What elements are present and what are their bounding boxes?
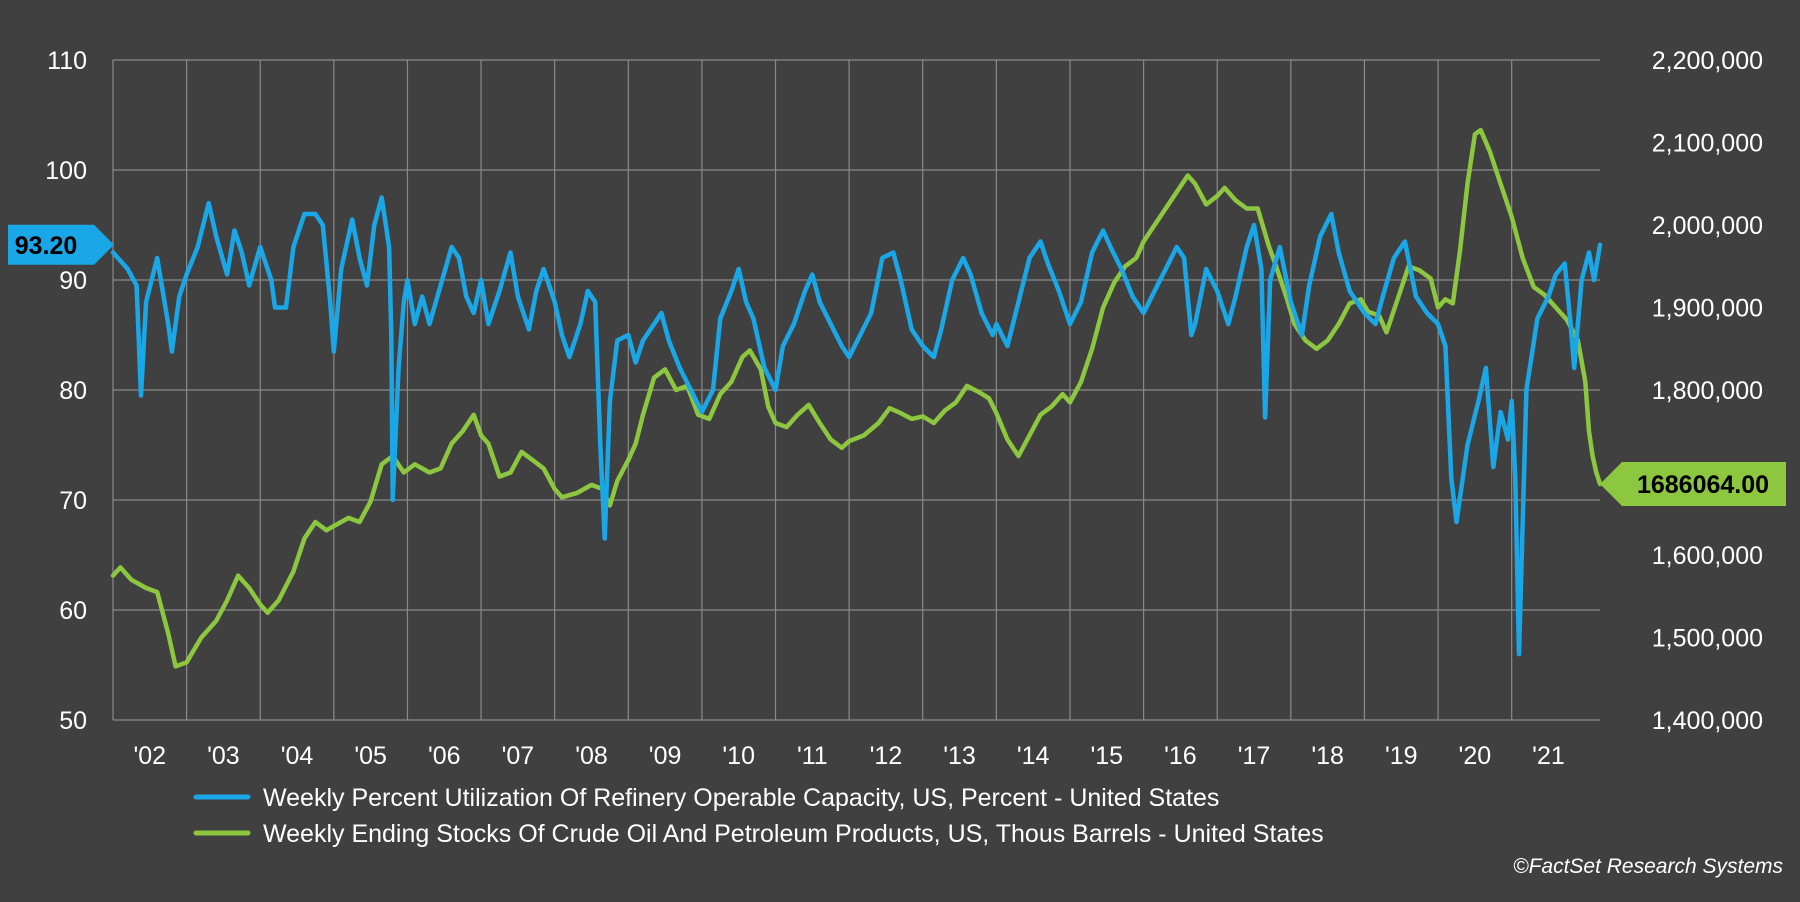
- left-tick-label: 80: [59, 377, 87, 405]
- x-tick-label: '04: [281, 742, 314, 770]
- left-tick-label: 110: [47, 47, 87, 75]
- left-value-label: 93.20: [15, 232, 78, 260]
- x-tick-label: '05: [354, 742, 387, 770]
- right-value-label: 1686064.00: [1637, 471, 1769, 499]
- source-credit: ©FactSet Research Systems: [1513, 855, 1783, 878]
- right-tick-label: 1,800,000: [1652, 377, 1763, 405]
- series-line-petroleum-stocks: [110, 127, 1603, 669]
- x-tick-label: '12: [870, 742, 903, 770]
- x-tick-label: '03: [207, 742, 240, 770]
- x-tick-label: '15: [1090, 742, 1123, 770]
- left-tick-label: 90: [59, 267, 87, 295]
- x-tick-label: '18: [1311, 742, 1344, 770]
- left-tick-label: 70: [59, 487, 87, 515]
- series-line-refinery-utilization: [110, 195, 1603, 657]
- left-tick-label: 100: [45, 157, 87, 185]
- x-tick-label: '02: [134, 742, 167, 770]
- x-tick-label: '17: [1238, 742, 1271, 770]
- x-tick-label: '20: [1459, 742, 1492, 770]
- right-axis-ticks: 1,400,0001,500,0001,600,0001,700,0001,80…: [1652, 47, 1763, 735]
- gridlines: [112, 59, 1600, 721]
- right-tick-label: 2,100,000: [1652, 130, 1763, 158]
- legend-label: Weekly Percent Utilization Of Refinery O…: [263, 784, 1219, 812]
- x-tick-label: '19: [1385, 742, 1418, 770]
- x-axis-ticks: '02 '03 '04 '05 '06 '07 '08 '09 '10 '11 '12 '13 '14 '…: [134, 742, 1565, 770]
- left-tick-label: 50: [59, 707, 87, 735]
- value-badges: 93.20 1686064.00: [8, 224, 1786, 506]
- right-tick-label: 1,500,000: [1652, 625, 1763, 653]
- series-lines: [110, 127, 1603, 669]
- legend-label: Weekly Ending Stocks Of Crude Oil And Pe…: [263, 820, 1324, 848]
- left-axis-ticks: 50 60 70 80 90 100 110: [45, 47, 87, 735]
- x-tick-label: '10: [722, 742, 755, 770]
- x-tick-label: '14: [1017, 742, 1050, 770]
- right-tick-label: 2,200,000: [1652, 47, 1763, 75]
- x-tick-label: '16: [1164, 742, 1197, 770]
- left-value-badge: [8, 224, 114, 265]
- right-tick-label: 2,000,000: [1652, 212, 1763, 240]
- right-tick-label: 1,400,000: [1652, 707, 1763, 735]
- right-value-badge: [1600, 461, 1786, 506]
- x-tick-label: '21: [1532, 742, 1565, 770]
- x-tick-label: '08: [575, 742, 608, 770]
- left-tick-label: 60: [59, 597, 87, 625]
- right-tick-label: 1,600,000: [1652, 542, 1763, 570]
- right-tick-label: 1,900,000: [1652, 295, 1763, 323]
- x-tick-label: '11: [797, 742, 828, 770]
- legend: Weekly Percent Utilization Of Refinery O…: [193, 784, 1324, 848]
- x-tick-label: '13: [943, 742, 976, 770]
- x-tick-label: '07: [502, 742, 535, 770]
- x-tick-label: '06: [428, 742, 461, 770]
- x-tick-label: '09: [649, 742, 682, 770]
